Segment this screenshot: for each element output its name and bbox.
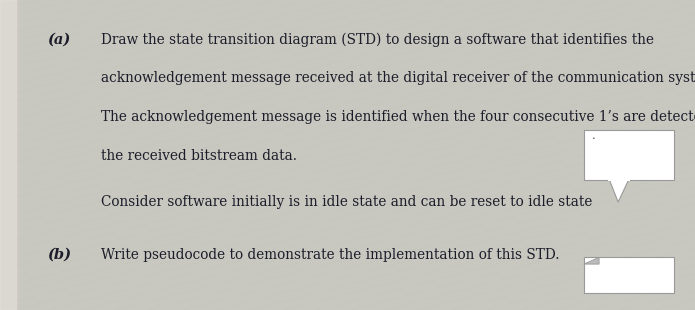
Text: •: • [591,136,595,141]
Text: Consider software initially is in idle state and can be reset to idle state: Consider software initially is in idle s… [101,195,592,209]
Polygon shape [609,179,629,202]
Text: acknowledgement message received at the digital receiver of the communication sy: acknowledgement message received at the … [101,71,695,85]
Polygon shape [584,257,599,264]
Text: (a): (a) [47,33,70,46]
Text: The acknowledgement message is identified when the four consecutive 1’s are dete: The acknowledgement message is identifie… [101,110,695,124]
Text: Write pseudocode to demonstrate the implementation of this STD.: Write pseudocode to demonstrate the impl… [101,248,559,262]
Text: Draw the state transition diagram (STD) to design a software that identifies the: Draw the state transition diagram (STD) … [101,33,654,47]
Bar [0,0,17,310]
Text: the received bitstream data.: the received bitstream data. [101,149,297,163]
FancyBboxPatch shape [584,257,674,293]
FancyBboxPatch shape [584,130,674,180]
FancyBboxPatch shape [607,177,630,181]
Text: (b): (b) [47,248,72,262]
